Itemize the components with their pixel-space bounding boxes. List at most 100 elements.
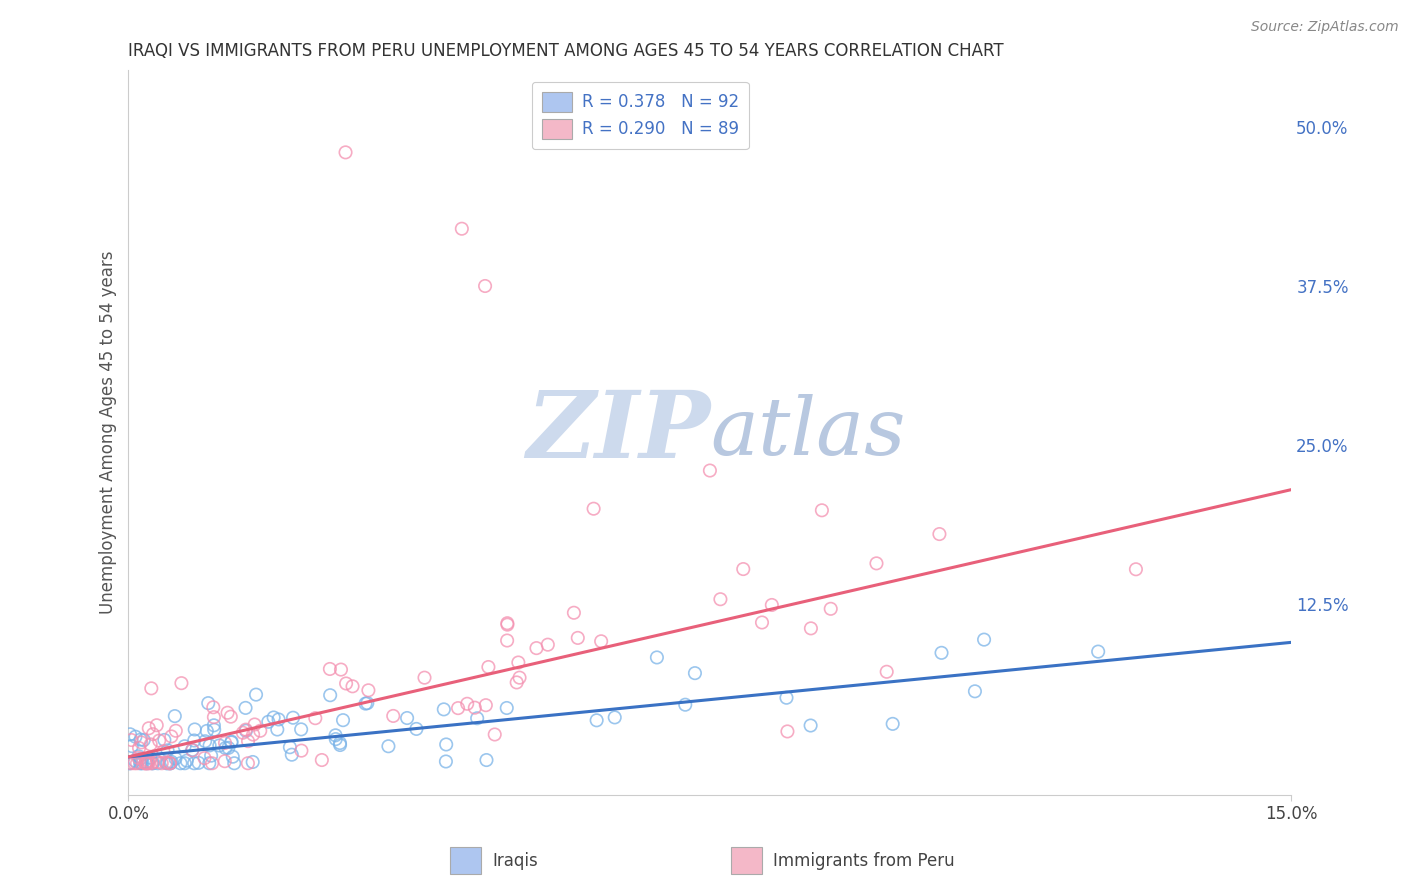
Point xyxy=(159,756,181,771)
Point xyxy=(222,749,245,764)
Point xyxy=(775,690,797,705)
Point xyxy=(214,741,236,756)
Point xyxy=(876,665,898,679)
Point xyxy=(152,744,174,758)
Point xyxy=(224,756,246,771)
Point xyxy=(138,721,160,735)
Point xyxy=(433,702,456,716)
Text: atlas: atlas xyxy=(710,393,905,471)
Point xyxy=(150,756,173,771)
Point xyxy=(145,718,167,732)
Point xyxy=(567,631,589,645)
Point xyxy=(163,709,186,723)
Point xyxy=(148,733,170,747)
Point xyxy=(865,557,887,571)
Point xyxy=(235,723,257,738)
Point xyxy=(221,735,243,749)
Point xyxy=(319,662,342,676)
Point xyxy=(278,740,301,755)
Point xyxy=(811,503,834,517)
Point xyxy=(434,738,457,752)
Point xyxy=(128,741,150,756)
Point xyxy=(142,756,165,771)
Point xyxy=(221,734,243,748)
Point xyxy=(931,646,953,660)
Point xyxy=(973,632,995,647)
Point xyxy=(585,714,607,728)
Text: Source: ZipAtlas.com: Source: ZipAtlas.com xyxy=(1251,20,1399,34)
Point xyxy=(236,756,259,771)
Point xyxy=(377,739,399,754)
Point xyxy=(405,722,427,736)
Point xyxy=(201,756,224,771)
Point xyxy=(127,751,149,765)
Point xyxy=(382,709,405,723)
Text: IRAQI VS IMMIGRANTS FROM PERU UNEMPLOYMENT AMONG AGES 45 TO 54 YEARS CORRELATION: IRAQI VS IMMIGRANTS FROM PERU UNEMPLOYME… xyxy=(128,42,1004,60)
Y-axis label: Unemployment Among Ages 45 to 54 years: Unemployment Among Ages 45 to 54 years xyxy=(100,251,117,614)
Point xyxy=(120,756,142,771)
Point xyxy=(396,711,419,725)
Point xyxy=(290,723,312,737)
Point xyxy=(751,615,773,630)
Point xyxy=(232,725,254,739)
Legend: R = 0.378   N = 92, R = 0.290   N = 89: R = 0.378 N = 92, R = 0.290 N = 89 xyxy=(531,81,748,149)
Point xyxy=(141,756,163,771)
Point xyxy=(219,709,242,723)
Point xyxy=(197,696,219,710)
Point xyxy=(329,738,352,752)
Point xyxy=(135,756,157,771)
Text: ZIP: ZIP xyxy=(526,387,710,477)
Point xyxy=(496,616,519,631)
Point xyxy=(245,688,267,702)
Point xyxy=(129,735,152,749)
Point xyxy=(198,739,221,753)
Point xyxy=(242,755,264,769)
Point xyxy=(290,744,312,758)
Point xyxy=(354,697,377,711)
Point xyxy=(217,740,239,755)
Point xyxy=(208,739,231,753)
Point xyxy=(761,598,783,612)
Point xyxy=(484,727,506,741)
Point xyxy=(709,592,731,607)
Point xyxy=(173,756,195,771)
Point xyxy=(129,756,152,771)
Point xyxy=(1087,644,1109,658)
Point xyxy=(200,748,222,763)
Point xyxy=(673,698,696,712)
Point xyxy=(263,710,285,724)
Point xyxy=(330,663,353,677)
Point xyxy=(128,752,150,766)
Point xyxy=(181,743,204,757)
Point xyxy=(928,527,950,541)
Point xyxy=(464,700,486,714)
Point xyxy=(683,666,706,681)
Point xyxy=(139,750,162,764)
Point xyxy=(335,676,357,690)
Point xyxy=(156,756,179,771)
Point xyxy=(153,733,176,747)
Point xyxy=(281,711,304,725)
Point xyxy=(129,732,152,747)
Point xyxy=(319,688,342,702)
Point xyxy=(139,738,162,752)
Point xyxy=(699,464,721,478)
Point xyxy=(202,710,225,724)
Point xyxy=(214,754,236,768)
Point xyxy=(170,676,193,690)
Point xyxy=(159,756,181,771)
Point xyxy=(187,756,209,770)
Point xyxy=(124,730,146,744)
Point xyxy=(475,698,498,713)
Point xyxy=(820,602,842,616)
Point xyxy=(235,723,257,737)
Point xyxy=(591,634,613,648)
Point xyxy=(141,681,163,696)
Point xyxy=(505,675,527,690)
Point xyxy=(243,717,266,731)
Point xyxy=(335,145,357,160)
Point xyxy=(183,723,205,737)
Point xyxy=(800,718,823,732)
Point xyxy=(447,701,470,715)
Point xyxy=(141,756,163,771)
